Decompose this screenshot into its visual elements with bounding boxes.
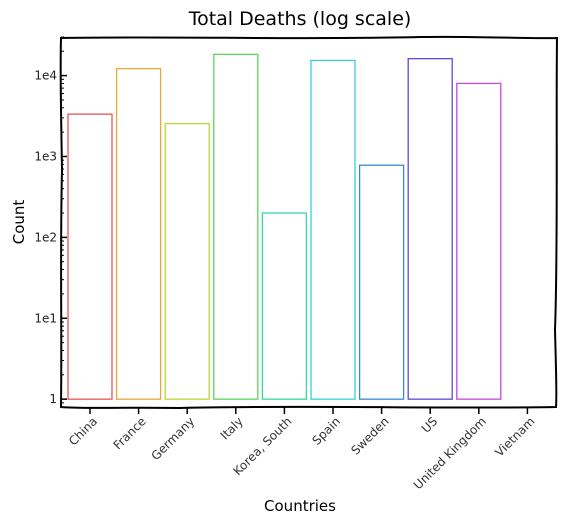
y-axis-ticks: 1 1e1 1e2 1e3 1e4 (34, 36, 67, 408)
x-tick-label: Vietnam (492, 414, 537, 459)
plot-frame (59, 35, 559, 410)
y-tick-label: 1e3 (34, 149, 57, 163)
y-tick-label: 1e2 (34, 230, 57, 244)
x-tick-label: US (419, 414, 441, 436)
x-tick-label: China (66, 414, 100, 448)
x-axis-label: Countries (264, 497, 336, 515)
x-axis-ticks (89, 407, 529, 414)
bar-france (115, 67, 162, 400)
x-tick-label: Sweden (348, 414, 391, 457)
x-tick-label: Spain (310, 414, 344, 448)
y-axis-label: Count (10, 200, 28, 245)
bar-china (67, 113, 113, 400)
y-tick-label: 1e4 (34, 69, 57, 83)
x-tick-label: France (111, 414, 149, 452)
chart-title: Total Deaths (log scale) (188, 8, 412, 30)
bar-us (407, 57, 453, 400)
bar-spain (310, 59, 356, 400)
bars (67, 53, 502, 400)
bar-italy (213, 53, 259, 400)
x-tick-label: Germany (148, 414, 197, 463)
bar-germany (164, 122, 210, 400)
y-tick-label: 1 (49, 392, 57, 406)
bar-korea-south (261, 212, 308, 400)
bar-sweden (358, 164, 405, 400)
x-tick-label: Italy (218, 414, 246, 442)
bar-united-kingdom (456, 82, 502, 400)
y-tick-label: 1e1 (34, 311, 57, 325)
